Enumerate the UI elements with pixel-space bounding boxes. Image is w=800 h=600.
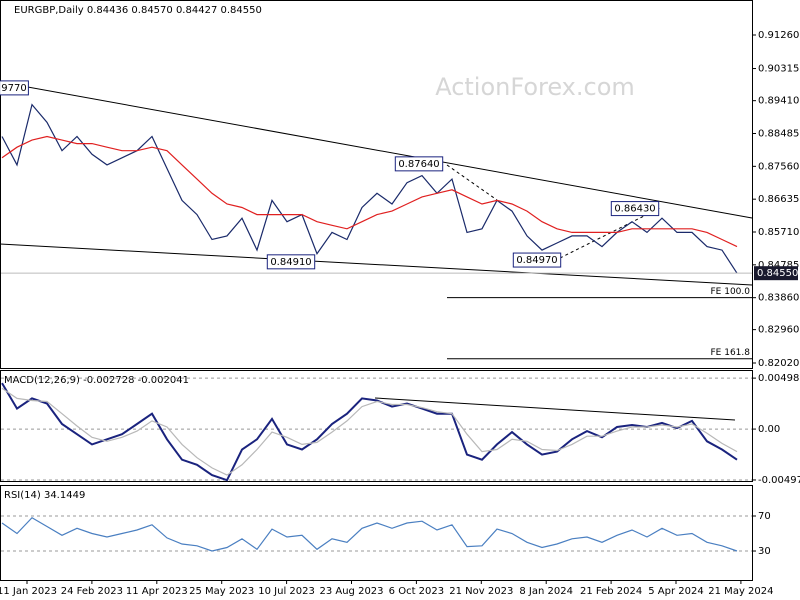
- last-price-box: [754, 266, 798, 281]
- watermark: ActionForex.com: [435, 73, 635, 101]
- annotation-box: [512, 252, 562, 268]
- x-tick-label: 21 Feb 2024: [580, 586, 642, 597]
- annotation-label: 0.86430: [614, 204, 655, 215]
- x-tick-label: 11 Apr 2023: [126, 586, 188, 597]
- x-tick-label: 25 May 2023: [189, 586, 254, 597]
- y-tick-label: 0.90315: [758, 64, 799, 75]
- x-tick-label: 5 Apr 2024: [648, 586, 703, 597]
- y-tick-label: 0.82020: [758, 358, 799, 369]
- y-tick-label: 0.85710: [758, 227, 799, 238]
- x-tick-label: 8 Jan 2024: [519, 586, 573, 597]
- price-annotation: 0.84970: [512, 252, 562, 268]
- series-line: [1, 516, 738, 552]
- price-annotation: 0.87640: [394, 156, 444, 172]
- price-annotation: 0.86430: [610, 201, 660, 217]
- annotation-box: [610, 201, 660, 217]
- x-tick-label: 10 Jul 2023: [258, 586, 315, 597]
- price-annotation: 0.84910: [266, 254, 316, 270]
- x-tick-label: 24 Feb 2023: [61, 586, 123, 597]
- annotation-box: [394, 156, 444, 172]
- series-line: [1, 103, 738, 274]
- annotation-box: [266, 254, 316, 270]
- panel-title: MACD(12,26,9) -0.002728 -0.002041: [4, 375, 189, 386]
- series-line: [1, 382, 738, 482]
- x-tick-label: 11 Jan 2023: [0, 586, 57, 597]
- y-tick-label: 0.84785: [758, 260, 799, 271]
- fe-label: FE 100.0: [711, 287, 751, 297]
- annotation-label: 0.87640: [398, 159, 439, 170]
- x-tick-label: 6 Oct 2023: [389, 586, 444, 597]
- y-tick-label: 0.83860: [758, 293, 799, 304]
- annotation-label: 9770: [1, 83, 26, 94]
- trendlines: [0, 81, 753, 421]
- y-tick-label: 70: [758, 511, 771, 522]
- y-tick-label: 0.87560: [758, 161, 799, 172]
- y-tick-label: 0.86635: [758, 194, 799, 205]
- annotation-label: 0.84970: [516, 255, 557, 266]
- y-tick-label: 0.004986: [758, 373, 800, 384]
- annotation-label: 0.84910: [270, 257, 311, 268]
- panel-title: EURGBP,Daily 0.84436 0.84570 0.84427 0.8…: [14, 5, 262, 16]
- y-tick-label: 0.88485: [758, 129, 799, 140]
- annotation-box: [0, 80, 29, 96]
- last-price-label: 0.84550: [757, 268, 798, 279]
- y-tick-label: 0.89410: [758, 96, 799, 107]
- series-line: [1, 135, 738, 248]
- price-annotation: 9770: [0, 80, 29, 96]
- y-tick-label: 0.91260: [758, 30, 799, 41]
- y-tick-label: 0.82960: [758, 325, 799, 336]
- panel-title: RSI(14) 34.1449: [4, 490, 85, 501]
- y-tick-label: 30: [758, 546, 771, 557]
- series-line: [1, 387, 738, 476]
- y-tick-label: 0.00: [758, 424, 780, 435]
- y-tick-label: -0.004979: [758, 475, 800, 486]
- x-tick-label: 23 Aug 2023: [319, 586, 383, 597]
- panel-frames: [0, 0, 753, 581]
- x-tick-label: 21 May 2024: [708, 586, 773, 597]
- fe-label: FE 161.8: [711, 348, 751, 358]
- x-tick-label: 21 Nov 2023: [449, 586, 513, 597]
